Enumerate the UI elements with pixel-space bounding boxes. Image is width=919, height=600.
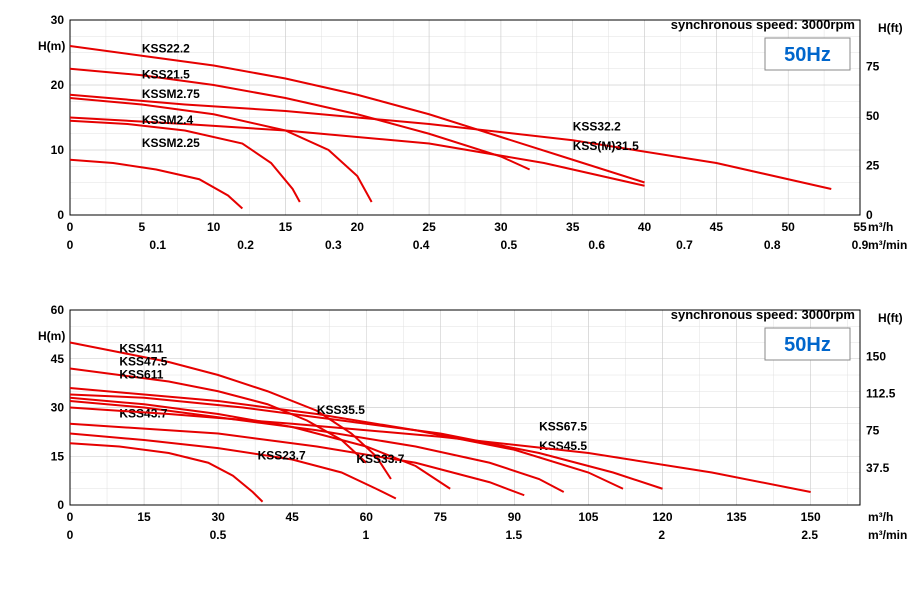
svg-text:0: 0 [67, 510, 74, 524]
svg-text:0: 0 [57, 498, 64, 512]
curve-label-KSSM2.25: KSSM2.25 [142, 136, 200, 150]
x2-unit: m³/min [868, 238, 907, 252]
svg-text:37.5: 37.5 [866, 461, 890, 475]
svg-text:10: 10 [51, 143, 65, 157]
svg-text:1: 1 [363, 528, 370, 542]
curve-label-KSS21.5: KSS21.5 [142, 68, 190, 82]
svg-text:0.5: 0.5 [501, 238, 518, 252]
svg-text:15: 15 [51, 449, 65, 463]
svg-text:20: 20 [51, 78, 65, 92]
curve-KSSM2.25 [70, 160, 242, 209]
x1-unit: m³/h [868, 510, 893, 524]
svg-text:112.5: 112.5 [866, 387, 896, 401]
chart-1-container: 0 10 20 30 0 5 10 15 20 25 30 35 40 45 50 55 0 0.1 0.2 0.3 0… [10, 10, 909, 270]
svg-text:75: 75 [434, 510, 448, 524]
svg-text:20: 20 [351, 220, 365, 234]
svg-text:50: 50 [866, 109, 880, 123]
curve-label-KSS(M)31.5: KSS(M)31.5 [573, 139, 639, 153]
svg-text:55: 55 [853, 220, 867, 234]
svg-text:30: 30 [211, 510, 225, 524]
curve-label-KSS611: KSS611 [119, 367, 163, 381]
svg-text:45: 45 [51, 352, 65, 366]
svg-text:0: 0 [67, 238, 74, 252]
svg-text:0.7: 0.7 [676, 238, 693, 252]
svg-text:30: 30 [51, 401, 65, 415]
svg-text:120: 120 [652, 510, 672, 524]
right-y-label: H(ft) [878, 311, 903, 325]
hz-label: 50Hz [784, 44, 831, 66]
svg-text:5: 5 [138, 220, 145, 234]
curve-label-KSS67.5: KSS67.5 [539, 419, 587, 433]
svg-text:150: 150 [801, 510, 821, 524]
svg-text:0.1: 0.1 [149, 238, 166, 252]
svg-text:10: 10 [207, 220, 221, 234]
chart-2-container: 015304560015304560759010512013515000.511… [10, 300, 909, 560]
svg-text:0: 0 [67, 528, 74, 542]
svg-text:25: 25 [422, 220, 436, 234]
curve-label-KSS411: KSS411 [119, 341, 163, 355]
curve-label-KSS35.5: KSS35.5 [317, 403, 365, 417]
svg-text:75: 75 [866, 59, 880, 73]
svg-text:60: 60 [360, 510, 374, 524]
chart-2: 015304560015304560759010512013515000.511… [10, 300, 919, 560]
svg-text:0: 0 [57, 208, 64, 222]
chart-1: 0 10 20 30 0 5 10 15 20 25 30 35 40 45 50 55 0 0.1 0.2 0.3 0… [10, 10, 919, 270]
svg-text:0.5: 0.5 [210, 528, 227, 542]
svg-text:30: 30 [51, 13, 65, 27]
svg-text:45: 45 [710, 220, 724, 234]
svg-text:105: 105 [578, 510, 598, 524]
curve-KSS21.5 [70, 69, 530, 170]
right-y-label: H(ft) [878, 21, 903, 35]
svg-text:1.5: 1.5 [505, 528, 522, 542]
svg-text:2: 2 [658, 528, 665, 542]
curve-label-KSS33.7: KSS33.7 [356, 452, 404, 466]
hz-label: 50Hz [784, 334, 831, 356]
svg-text:0.4: 0.4 [413, 238, 430, 252]
header-speed: synchronous speed: 3000rpm [671, 17, 855, 32]
curve-label-KSSM2.75: KSSM2.75 [142, 87, 200, 101]
curve-label-KSSM2.4: KSSM2.4 [142, 113, 194, 127]
left-y-label: H(m) [38, 329, 65, 343]
curve-label-KSS47.5: KSS47.5 [119, 354, 167, 368]
curve-label-KSS22.2: KSS22.2 [142, 42, 190, 56]
svg-text:15: 15 [137, 510, 151, 524]
svg-text:15: 15 [279, 220, 293, 234]
svg-text:0.2: 0.2 [237, 238, 254, 252]
svg-text:150: 150 [866, 349, 886, 363]
x2-unit: m³/min [868, 528, 907, 542]
svg-text:35: 35 [566, 220, 580, 234]
svg-text:60: 60 [51, 303, 65, 317]
svg-text:0: 0 [67, 220, 74, 234]
svg-text:75: 75 [866, 424, 880, 438]
svg-text:2.5: 2.5 [801, 528, 818, 542]
svg-text:90: 90 [508, 510, 522, 524]
svg-text:40: 40 [638, 220, 652, 234]
curve-label-KSS32.2: KSS32.2 [573, 120, 621, 134]
svg-text:0.3: 0.3 [325, 238, 342, 252]
svg-text:25: 25 [866, 158, 880, 172]
svg-text:0.9: 0.9 [852, 238, 869, 252]
svg-text:0.6: 0.6 [588, 238, 605, 252]
svg-text:45: 45 [286, 510, 300, 524]
curve-label-KSS23.7: KSS23.7 [258, 449, 306, 463]
svg-text:30: 30 [494, 220, 508, 234]
svg-text:135: 135 [727, 510, 747, 524]
left-y-label: H(m) [38, 39, 65, 53]
svg-text:0.8: 0.8 [764, 238, 781, 252]
header-speed: synchronous speed: 3000rpm [671, 307, 855, 322]
svg-text:50: 50 [782, 220, 796, 234]
x1-unit: m³/h [868, 220, 893, 234]
